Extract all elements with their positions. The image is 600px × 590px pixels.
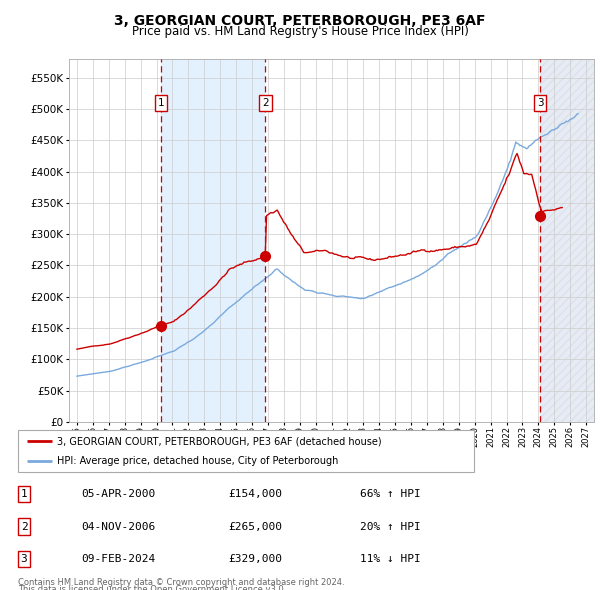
- Text: 3, GEORGIAN COURT, PETERBOROUGH, PE3 6AF: 3, GEORGIAN COURT, PETERBOROUGH, PE3 6AF: [114, 14, 486, 28]
- Text: £154,000: £154,000: [228, 489, 282, 499]
- Text: 09-FEB-2024: 09-FEB-2024: [81, 554, 155, 564]
- Text: This data is licensed under the Open Government Licence v3.0.: This data is licensed under the Open Gov…: [18, 585, 286, 590]
- Text: 04-NOV-2006: 04-NOV-2006: [81, 522, 155, 532]
- Bar: [161, 59, 265, 422]
- Text: Price paid vs. HM Land Registry's House Price Index (HPI): Price paid vs. HM Land Registry's House …: [131, 25, 469, 38]
- Text: 3: 3: [537, 98, 544, 108]
- Text: 1: 1: [157, 98, 164, 108]
- Text: 2: 2: [262, 98, 269, 108]
- Text: 11% ↓ HPI: 11% ↓ HPI: [360, 554, 421, 564]
- Text: £265,000: £265,000: [228, 522, 282, 532]
- Text: 1: 1: [20, 489, 28, 499]
- Text: 3: 3: [20, 554, 28, 564]
- Text: £329,000: £329,000: [228, 554, 282, 564]
- Text: Contains HM Land Registry data © Crown copyright and database right 2024.: Contains HM Land Registry data © Crown c…: [18, 578, 344, 587]
- Text: 3, GEORGIAN COURT, PETERBOROUGH, PE3 6AF (detached house): 3, GEORGIAN COURT, PETERBOROUGH, PE3 6AF…: [57, 437, 382, 447]
- Text: 2: 2: [20, 522, 28, 532]
- Bar: [540, 59, 594, 422]
- Text: HPI: Average price, detached house, City of Peterborough: HPI: Average price, detached house, City…: [57, 457, 338, 466]
- Text: 20% ↑ HPI: 20% ↑ HPI: [360, 522, 421, 532]
- Text: 66% ↑ HPI: 66% ↑ HPI: [360, 489, 421, 499]
- Text: 05-APR-2000: 05-APR-2000: [81, 489, 155, 499]
